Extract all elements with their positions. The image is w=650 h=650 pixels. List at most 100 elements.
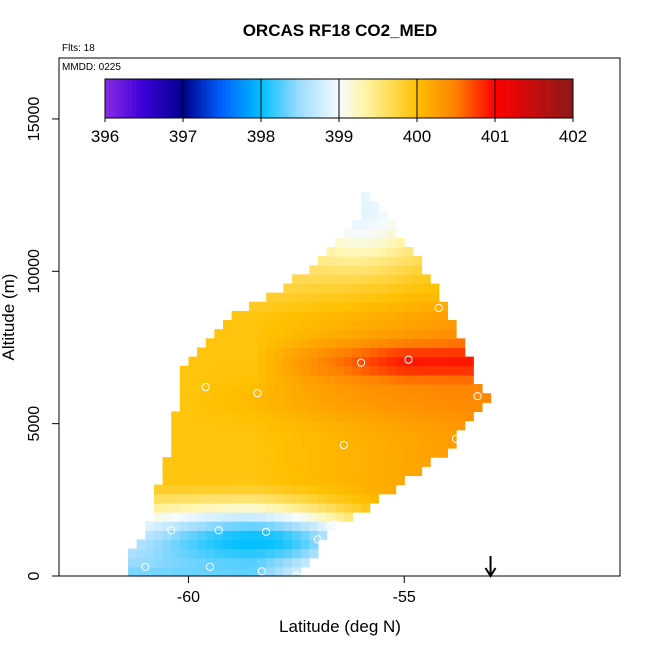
heatmap-cell: [248, 420, 259, 431]
heatmap-cell: [283, 502, 293, 513]
heatmap-cell: [214, 429, 224, 440]
colorbar-segment: [370, 79, 375, 118]
heatmap-cell: [214, 384, 224, 394]
heatmap-cell: [352, 402, 362, 413]
heatmap-cell: [292, 502, 302, 513]
heatmap-cell: [361, 329, 371, 339]
heatmap-cell: [205, 429, 215, 440]
heatmap-cell: [283, 292, 293, 303]
heatmap-cell: [361, 228, 371, 239]
heatmap-cell: [378, 329, 388, 339]
heatmap-cell: [274, 310, 284, 321]
heatmap-cell: [292, 301, 302, 312]
heatmap-cell: [205, 438, 215, 449]
heatmap-cell: [326, 283, 336, 294]
heatmap-cell: [292, 356, 302, 367]
colorbar-tick-label: 400: [403, 127, 431, 146]
heatmap-cell: [179, 420, 190, 431]
heatmap-cell: [317, 374, 328, 385]
colorbar-segment: [475, 79, 480, 118]
heatmap-cell: [240, 411, 250, 422]
heatmap-cell: [231, 338, 241, 349]
heatmap-cell: [404, 274, 414, 285]
heatmap-cell: [404, 338, 414, 349]
heatmap-cell: [386, 219, 397, 230]
heatmap-cell: [274, 320, 284, 330]
colorbar-segment: [132, 79, 137, 118]
heatmap-cell: [153, 566, 164, 577]
heatmap-cell: [240, 393, 250, 403]
colorbar-segment: [163, 79, 168, 118]
heatmap-cell: [430, 384, 440, 394]
heatmap-cell: [309, 502, 319, 513]
heatmap-cell: [326, 301, 336, 312]
heatmap-cell: [188, 457, 198, 467]
heatmap-cell: [317, 347, 328, 358]
heatmap-cell: [214, 566, 224, 577]
heatmap-cell: [197, 502, 207, 513]
heatmap-cell: [369, 201, 379, 211]
heatmap-cell: [136, 539, 146, 550]
heatmap-cell: [292, 411, 302, 422]
heatmap-cell: [188, 530, 198, 541]
heatmap-cell: [378, 237, 388, 248]
heatmap-cell: [369, 493, 379, 504]
heatmap-cell: [343, 457, 354, 467]
heatmap-cell: [464, 384, 474, 394]
colorbar-segment: [491, 79, 496, 118]
heatmap-cell: [283, 301, 293, 312]
colorbar-segment: [526, 79, 531, 118]
heatmap-cell: [369, 365, 379, 376]
heatmap-cell: [386, 374, 397, 385]
heatmap-cell: [145, 548, 155, 559]
heatmap-cell: [171, 420, 181, 431]
colorbar-segment: [183, 79, 188, 118]
heatmap-cell: [283, 429, 293, 440]
heatmap-cell: [473, 402, 483, 413]
heatmap-cell: [266, 557, 276, 568]
heatmap-cell: [188, 402, 198, 413]
heatmap-cell: [412, 320, 423, 330]
colorbar-segment: [159, 79, 164, 118]
heatmap-cell: [188, 429, 198, 440]
heatmap-cell: [386, 429, 397, 440]
heatmap-cell: [369, 338, 379, 349]
heatmap-cell: [352, 365, 362, 376]
heatmap-cell: [421, 310, 431, 321]
colorbar-segment: [389, 79, 395, 118]
heatmap-cell: [412, 256, 423, 266]
heatmap-cell: [188, 502, 198, 513]
flights-annotation: Flts: 18: [62, 43, 95, 54]
heatmap-cell: [240, 566, 250, 577]
heatmap-cell: [352, 347, 362, 358]
heatmap-cell: [231, 310, 241, 321]
heatmap-cell: [179, 374, 190, 385]
colorbar-segment: [112, 79, 118, 118]
heatmap-cell: [361, 256, 371, 266]
heatmap-cell: [361, 210, 371, 221]
y-tick-label: 10000: [26, 249, 43, 294]
colorbar-segment: [222, 79, 227, 118]
heatmap-cell: [257, 356, 267, 367]
heatmap-cell: [240, 429, 250, 440]
heatmap-cell: [231, 429, 241, 440]
heatmap-cell: [404, 402, 414, 413]
heatmap-cell: [266, 420, 276, 431]
heatmap-cell: [395, 347, 405, 358]
colorbar-segment: [553, 79, 558, 118]
heatmap-cell: [300, 429, 310, 440]
heatmap-cell: [412, 393, 423, 403]
colorbar-segment: [105, 79, 110, 118]
heatmap-cell: [378, 283, 388, 294]
colorbar-segment: [284, 79, 289, 118]
heatmap-cell: [197, 484, 207, 495]
heatmap-cell: [214, 356, 224, 367]
heatmap-cell: [283, 338, 293, 349]
heatmap-cell: [343, 292, 354, 303]
heatmap-cell: [300, 420, 310, 431]
heatmap-cell: [335, 310, 345, 321]
heatmap-cell: [222, 539, 233, 550]
heatmap-cell: [412, 365, 423, 376]
x-axis-label: Latitude (deg N): [279, 617, 401, 636]
heatmap-cell: [205, 393, 215, 403]
